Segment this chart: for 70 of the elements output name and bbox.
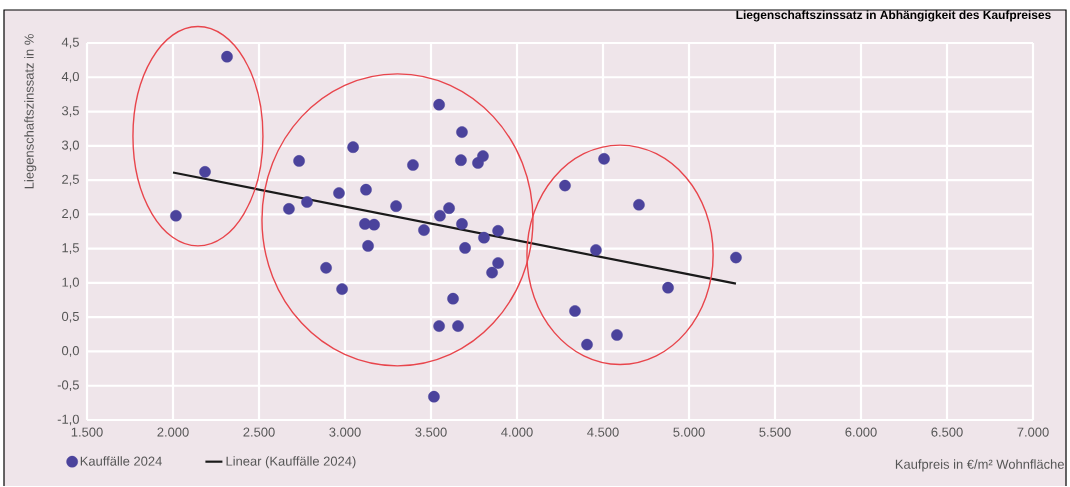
x-tick-label: 3.500 (415, 427, 447, 437)
chart-title: Liegenschaftszinssatz in Abhängigkeit des Kaufpreises (736, 10, 1051, 22)
x-tick-label: 3.000 (329, 427, 361, 437)
point (492, 257, 504, 270)
y-tick-label: 3,0 (61, 140, 79, 152)
point (428, 391, 440, 403)
point (456, 126, 468, 139)
x-tick-label: 2.000 (157, 427, 189, 437)
point (486, 267, 498, 279)
point (456, 218, 468, 230)
x-tick-label: 1.500 (71, 427, 103, 437)
y-tick-label: 2,0 (62, 209, 79, 220)
point (477, 150, 489, 163)
point (221, 51, 233, 63)
point (730, 251, 742, 264)
point (418, 224, 430, 237)
point (443, 202, 455, 215)
y-axis-title: Liegenschaftszinssatz in % (24, 34, 37, 189)
point (581, 339, 593, 351)
point (447, 293, 459, 305)
point (459, 242, 471, 254)
point (633, 199, 645, 211)
legend-label: Linear (Kauffälle 2024) (226, 456, 356, 469)
y-tick-label: 1,5 (62, 243, 79, 255)
y-tick-label: 0,5 (61, 312, 79, 323)
y-tick-label: -1,0 (57, 414, 79, 426)
point (433, 320, 445, 333)
y-tick-label: 3,5 (61, 106, 79, 118)
point (293, 155, 305, 167)
point (199, 166, 211, 178)
y-tick-label: 4,5 (61, 37, 79, 49)
point (611, 329, 623, 341)
point (283, 203, 295, 215)
y-tick-label: 1,0 (62, 277, 79, 289)
point (170, 210, 182, 222)
x-tick-label: 5.000 (673, 427, 705, 437)
point (598, 153, 610, 165)
y-tick-label: 2,5 (62, 174, 79, 186)
point (662, 282, 674, 294)
point (434, 210, 446, 222)
legend-label: Kauffälle 2024 (80, 456, 162, 466)
point (455, 154, 467, 167)
y-tick-label: -0,5 (57, 380, 79, 392)
x-tick-label: 6.000 (845, 427, 877, 437)
point (559, 179, 571, 192)
point (452, 320, 464, 333)
y-tick-label: 0,0 (61, 346, 79, 357)
point (478, 232, 490, 244)
point (590, 244, 602, 257)
point (407, 159, 419, 172)
point (336, 283, 348, 296)
x-tick-label: 6.500 (931, 427, 963, 437)
x-tick-label: 4.500 (587, 427, 619, 437)
point (360, 184, 372, 196)
point (492, 225, 504, 237)
point (347, 141, 359, 154)
point (301, 196, 313, 209)
x-tick-label: 5.500 (759, 427, 791, 437)
y-tick-label: 4,0 (61, 72, 79, 83)
x-tick-label: 2.500 (243, 427, 275, 437)
point (390, 200, 402, 213)
x-axis-title: Kaufpreis in €/m² Wohnfläche (895, 459, 1064, 472)
point (333, 187, 345, 200)
x-tick-label: 7.000 (1017, 427, 1049, 437)
point (433, 99, 445, 111)
point (569, 305, 581, 318)
point (320, 262, 332, 274)
x-tick-label: 4.000 (501, 427, 533, 437)
point (368, 219, 380, 231)
point (362, 240, 374, 252)
